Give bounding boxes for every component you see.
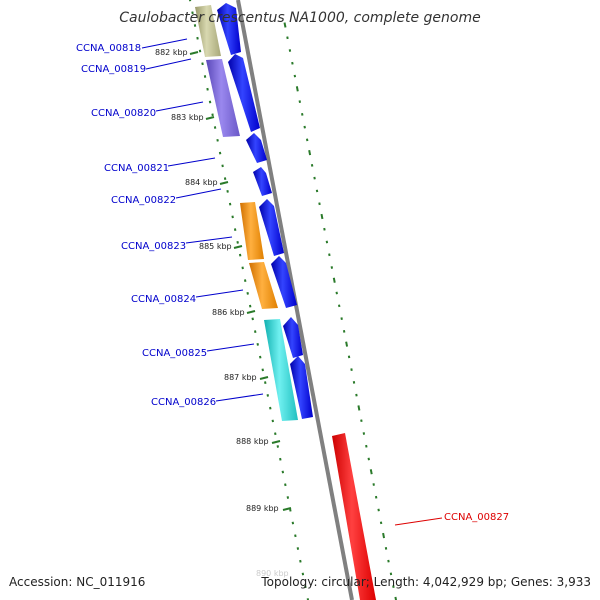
tick-mark bbox=[320, 213, 324, 220]
tick-mark bbox=[332, 277, 336, 283]
tick-mark bbox=[369, 469, 373, 475]
kbp-label: 884 kbp bbox=[185, 178, 218, 187]
page-title: Caulobacter crescentus NA1000, complete … bbox=[119, 10, 481, 26]
gene-arrow-00821 bbox=[253, 167, 272, 196]
gene-label-00827: CCNA_00827 bbox=[444, 512, 509, 523]
gene-label-00825: CCNA_00825 bbox=[142, 348, 207, 359]
cog-block-00819 bbox=[206, 59, 240, 137]
genome-info-text: Topology: circular; Length: 4,042,929 bp… bbox=[261, 575, 591, 589]
kbp-label-partial: 890 kbp bbox=[256, 569, 289, 578]
kbp-labels: 882 kbp 883 kbp 884 kbp 885 kbp 886 kbp … bbox=[155, 48, 279, 513]
accession-text: Accession: NC_011916 bbox=[9, 575, 146, 589]
kbp-label: 888 kbp bbox=[236, 437, 269, 446]
gene-label-00826: CCNA_00826 bbox=[151, 397, 216, 408]
kbp-label: 883 kbp bbox=[171, 113, 204, 122]
cog-blocks bbox=[195, 5, 298, 421]
tick-mark bbox=[308, 149, 312, 156]
gene-label-00824: CCNA_00824 bbox=[131, 294, 196, 305]
cog-block-00824 bbox=[249, 262, 278, 309]
gene-arrow-00819 bbox=[228, 54, 260, 132]
tick-mark bbox=[295, 86, 299, 92]
tick-mark bbox=[394, 596, 398, 600]
gene-arrow-00818 bbox=[217, 3, 241, 55]
gene-label-00822: CCNA_00822 bbox=[111, 195, 176, 206]
gene-label-00823: CCNA_00823 bbox=[121, 241, 186, 252]
tick-mark bbox=[283, 22, 287, 28]
gene-arrow-00827 bbox=[332, 433, 376, 600]
kbp-label: 889 kbp bbox=[246, 504, 279, 513]
kbp-major-ticks bbox=[189, 51, 292, 511]
cog-block-00818 bbox=[195, 5, 221, 57]
tick-mark bbox=[357, 405, 361, 411]
gene-arrow-00826 bbox=[290, 356, 313, 419]
outer-tick-ring bbox=[283, 22, 398, 600]
cog-block-00823 bbox=[240, 202, 264, 260]
gene-arrow-00823 bbox=[271, 256, 297, 308]
gene-label-00819: CCNA_00819 bbox=[81, 64, 146, 75]
gene-label-00821: CCNA_00821 bbox=[104, 163, 169, 174]
kbp-label: 886 kbp bbox=[212, 308, 245, 317]
kbp-label: 887 kbp bbox=[224, 373, 257, 382]
gene-labels: CCNA_00818 CCNA_00819 CCNA_00820 CCNA_00… bbox=[76, 38, 509, 526]
gene-arrow-00820 bbox=[246, 133, 267, 163]
cog-block-00825 bbox=[264, 319, 298, 421]
gene-label-00820: CCNA_00820 bbox=[91, 108, 156, 119]
kbp-label: 885 kbp bbox=[199, 242, 232, 251]
tick-mark bbox=[382, 532, 386, 539]
gene-arrow-00822 bbox=[259, 199, 284, 256]
gene-label-00818: CCNA_00818 bbox=[76, 43, 141, 54]
kbp-label: 882 kbp bbox=[155, 48, 188, 57]
forward-genes bbox=[217, 3, 313, 419]
tick-mark bbox=[345, 341, 349, 347]
gene-arrow-00824 bbox=[283, 317, 303, 358]
